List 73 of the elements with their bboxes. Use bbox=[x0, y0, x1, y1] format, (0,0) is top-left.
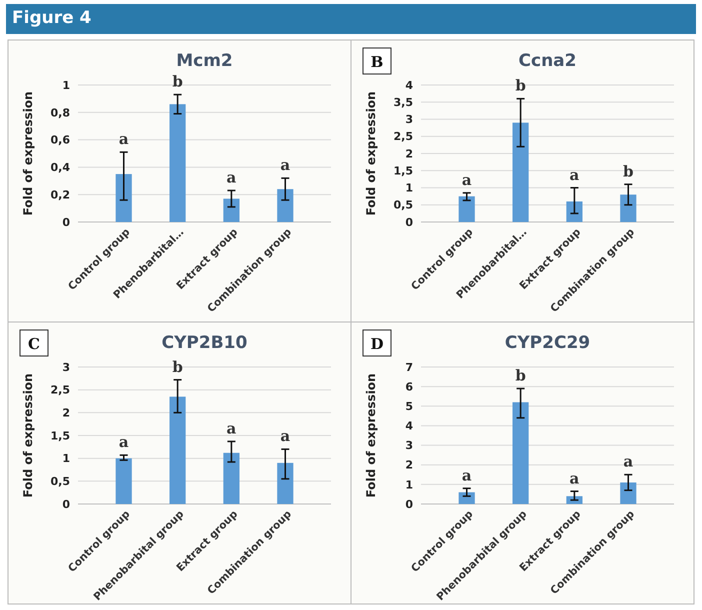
annotation: a bbox=[226, 168, 237, 186]
y-axis-title: Fold of expression bbox=[364, 91, 378, 216]
bar bbox=[116, 458, 132, 504]
y-tick-label: 0,5 bbox=[50, 475, 70, 488]
annotation: b bbox=[622, 162, 634, 180]
chart-title: Mcm2 bbox=[176, 51, 233, 71]
y-tick-label: 1,5 bbox=[50, 429, 70, 442]
bar bbox=[170, 396, 186, 504]
y-tick-label: 2 bbox=[62, 406, 70, 420]
y-tick-label: 1 bbox=[62, 78, 70, 92]
y-tick-label: 3 bbox=[405, 113, 413, 126]
annotation: a bbox=[462, 170, 472, 189]
bar bbox=[458, 492, 475, 504]
text: C bbox=[28, 335, 40, 353]
annotation: b bbox=[515, 366, 526, 385]
annotation: a bbox=[226, 419, 237, 438]
bar bbox=[458, 196, 475, 222]
annotation: a bbox=[118, 130, 129, 148]
text: D bbox=[370, 335, 384, 353]
y-tick-label: 6 bbox=[405, 380, 414, 394]
y-tick-label: 4 bbox=[405, 78, 414, 92]
bar bbox=[170, 104, 186, 222]
y-tick-label: 5 bbox=[405, 400, 413, 413]
annotation: b bbox=[172, 358, 183, 376]
y-tick-label: 3 bbox=[405, 439, 413, 452]
annotation: b bbox=[515, 76, 526, 95]
bar bbox=[277, 189, 294, 222]
y-axis-title: Fold of expression bbox=[21, 91, 35, 216]
y-tick-label: 3 bbox=[62, 360, 70, 374]
chart-title: Ccna2 bbox=[518, 51, 576, 71]
annotation: a bbox=[118, 433, 129, 452]
annotation: b bbox=[172, 72, 183, 91]
bar bbox=[620, 482, 636, 504]
annotation: a bbox=[623, 452, 634, 471]
y-tick-label: 0,8 bbox=[50, 106, 70, 120]
bar bbox=[223, 198, 240, 222]
y-tick-label: 0 bbox=[405, 498, 414, 511]
annotation: a bbox=[570, 166, 580, 184]
y-tick-label: 0,4 bbox=[50, 161, 70, 174]
y-tick-label: 0 bbox=[405, 216, 414, 229]
y-axis-title: Fold of expression bbox=[364, 373, 378, 498]
bar bbox=[277, 462, 294, 504]
y-axis-title: Fold of expression bbox=[21, 373, 35, 498]
caption: Figure 4 bbox=[12, 8, 92, 28]
chart-title: CYP2B10 bbox=[162, 333, 248, 353]
annotation: a bbox=[280, 156, 290, 174]
bar bbox=[223, 452, 240, 504]
y-tick-label: 0,2 bbox=[50, 188, 70, 202]
bar bbox=[620, 194, 636, 222]
y-tick-label: 3,5 bbox=[394, 96, 413, 109]
y-tick-label: 1,5 bbox=[394, 164, 413, 178]
y-tick-label: 2 bbox=[405, 147, 413, 160]
y-tick-label: 2,5 bbox=[50, 384, 70, 397]
y-tick-label: 1 bbox=[62, 452, 70, 466]
chart-title: CYP2C29 bbox=[504, 333, 590, 353]
bar bbox=[512, 402, 529, 504]
y-tick-label: 7 bbox=[405, 360, 413, 374]
y-tick-label: 4 bbox=[405, 420, 414, 433]
y-tick-label: 2,5 bbox=[394, 130, 413, 144]
bar bbox=[566, 201, 582, 222]
annotation: a bbox=[462, 466, 472, 484]
y-tick-label: 0,5 bbox=[394, 198, 413, 212]
y-tick-label: 0,6 bbox=[50, 134, 70, 147]
y-tick-label: 2 bbox=[405, 458, 413, 472]
annotation: a bbox=[280, 427, 290, 446]
y-tick-label: 1 bbox=[405, 182, 413, 195]
y-tick-label: 0 bbox=[62, 216, 70, 229]
bar bbox=[116, 174, 132, 222]
annotation: a bbox=[570, 469, 580, 488]
y-tick-label: 1 bbox=[405, 478, 413, 492]
text: B bbox=[370, 53, 384, 71]
y-tick-label: 0 bbox=[62, 498, 70, 511]
bar bbox=[512, 122, 529, 222]
